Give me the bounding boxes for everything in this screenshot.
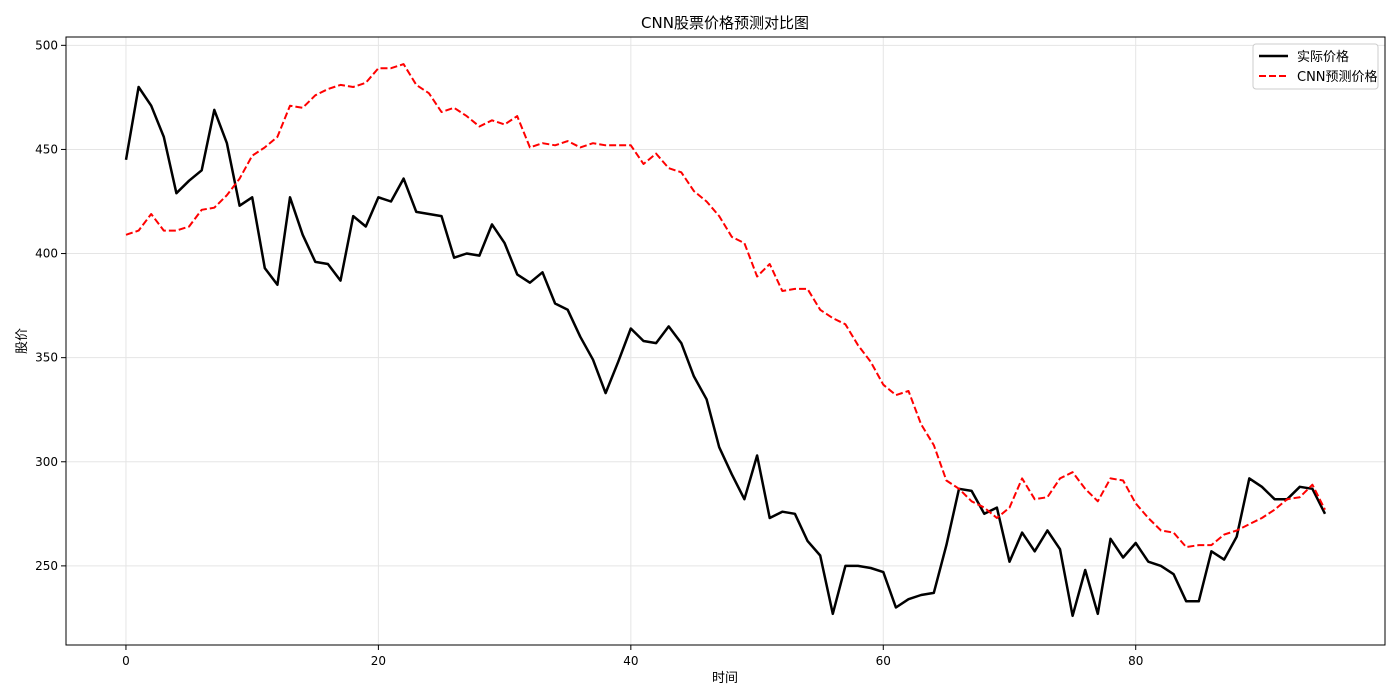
x-axis-label: 时间 — [712, 671, 738, 686]
x-tick-label: 40 — [623, 654, 638, 668]
legend: 实际价格 CNN预测价格 — [1252, 43, 1379, 90]
x-tick-label: 80 — [1128, 654, 1143, 668]
x-tick-label: 20 — [371, 654, 386, 668]
y-axis-label: 股价 — [15, 328, 30, 354]
legend-label-actual: 实际价格 — [1297, 49, 1349, 65]
y-tick-label: 500 — [35, 38, 58, 52]
series-line-cnn-predicted-price — [125, 63, 1326, 549]
x-tick-label: 60 — [876, 654, 891, 668]
gridlines — [66, 37, 1385, 645]
x-tick-label: 0 — [122, 654, 130, 668]
y-tick-label: 250 — [35, 559, 58, 573]
legend-label-predicted: CNN预测价格 — [1297, 69, 1378, 85]
y-tick-label: 450 — [35, 142, 58, 156]
chart-title: CNN股票价格预测对比图 — [641, 14, 809, 32]
y-tick-label: 400 — [35, 247, 58, 261]
series-lines — [124, 63, 1327, 618]
series-line-actual-price — [124, 85, 1327, 618]
axis-ticks: 0 20 40 60 80 250 300 350 400 450 500 — [35, 38, 1143, 668]
plot-frame — [65, 36, 1386, 646]
y-tick-label: 300 — [35, 455, 58, 469]
y-tick-label: 350 — [35, 351, 58, 365]
